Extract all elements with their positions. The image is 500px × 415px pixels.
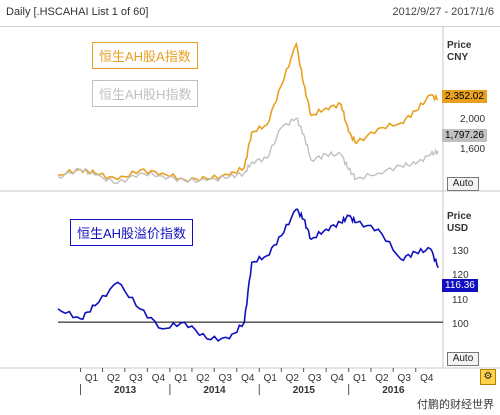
bottom-series-group [57, 208, 440, 342]
bottom-tick-120: 120 [452, 270, 469, 281]
bottom-axis-title-2: USD [447, 223, 469, 234]
x-tick-label: Q4 [330, 373, 344, 384]
last-value-premium: 116.36 [442, 279, 478, 292]
bottom-tick-110: 110 [452, 295, 468, 306]
top-axis-title-1: Price [447, 40, 472, 51]
x-tick-label: Q1 [174, 373, 188, 384]
title-bar: Daily [.HSCAHAI List 1 of 60] 2012/9/27 … [0, 0, 500, 27]
x-tick-label: Q1 [353, 373, 367, 384]
x-axis-ticks: Q1 Q2 Q3 Q4 Q1 Q2 Q3 Q4 Q1 Q2 Q3 Q4 Q1 Q2 Q3 Q4 2013 2014… [80, 368, 434, 396]
bottom-tick-130: 130 [452, 246, 469, 257]
series-line-top-series-0 [58, 41, 439, 183]
bottom-auto-button[interactable]: Auto [447, 352, 479, 366]
x-tick-label: Q1 [85, 373, 99, 384]
x-tick-label: Q1 [264, 373, 278, 384]
x-tick-label: Q4 [152, 373, 166, 384]
x-tick-label: Q2 [196, 373, 210, 384]
x-tick-label: Q3 [398, 373, 412, 384]
legend-a: 恒生AH股A指数 [92, 42, 198, 69]
x-tick-label: Q3 [129, 373, 143, 384]
year-label: 2013 [114, 385, 137, 396]
year-label: 2015 [293, 385, 316, 396]
bottom-axis-title-1: Price [447, 211, 472, 222]
top-tick-2000: 2,000 [460, 114, 486, 125]
legend-premium: 恒生AH股溢价指数 [70, 219, 194, 246]
top-axis-title-2: CNY [447, 52, 469, 63]
x-tick-label: Q3 [308, 373, 322, 384]
x-tick-label: Q2 [375, 373, 389, 384]
x-tick-label: Q2 [107, 373, 121, 384]
year-label: 2016 [382, 385, 405, 396]
x-tick-label: Q4 [420, 373, 434, 384]
x-tick-label: Q2 [286, 373, 300, 384]
chart-title: Daily [.HSCAHAI List 1 of 60] [6, 6, 149, 18]
bottom-tick-100: 100 [452, 319, 469, 330]
last-value-a: 2,352.02 [442, 90, 487, 103]
bottom-axis-title: Price USD [447, 211, 471, 235]
legend-h: 恒生AH股H指数 [92, 80, 199, 107]
legend-a-label: 恒生AH股A指数 [99, 49, 191, 64]
top-axis-title: Price CNY [447, 40, 471, 64]
legend-h-label: 恒生AH股H指数 [99, 87, 192, 102]
legend-premium-label: 恒生AH股溢价指数 [77, 226, 187, 241]
top-series-group [57, 41, 439, 185]
date-range: 2012/9/27 - 2017/1/6 [392, 6, 494, 18]
x-tick-label: Q3 [219, 373, 233, 384]
settings-icon[interactable]: ⚙ [480, 369, 496, 385]
year-label: 2014 [203, 385, 226, 396]
x-tick-label: Q4 [241, 373, 255, 384]
top-auto-button[interactable]: Auto [447, 177, 479, 191]
watermark: 付鹏的财经世界 [417, 399, 494, 411]
last-value-h: 1,797.26 [442, 129, 487, 142]
top-tick-1600: 1,600 [460, 144, 486, 155]
series-line-bottom-series-0 [57, 208, 440, 342]
series-line-top-series-1 [57, 117, 439, 185]
